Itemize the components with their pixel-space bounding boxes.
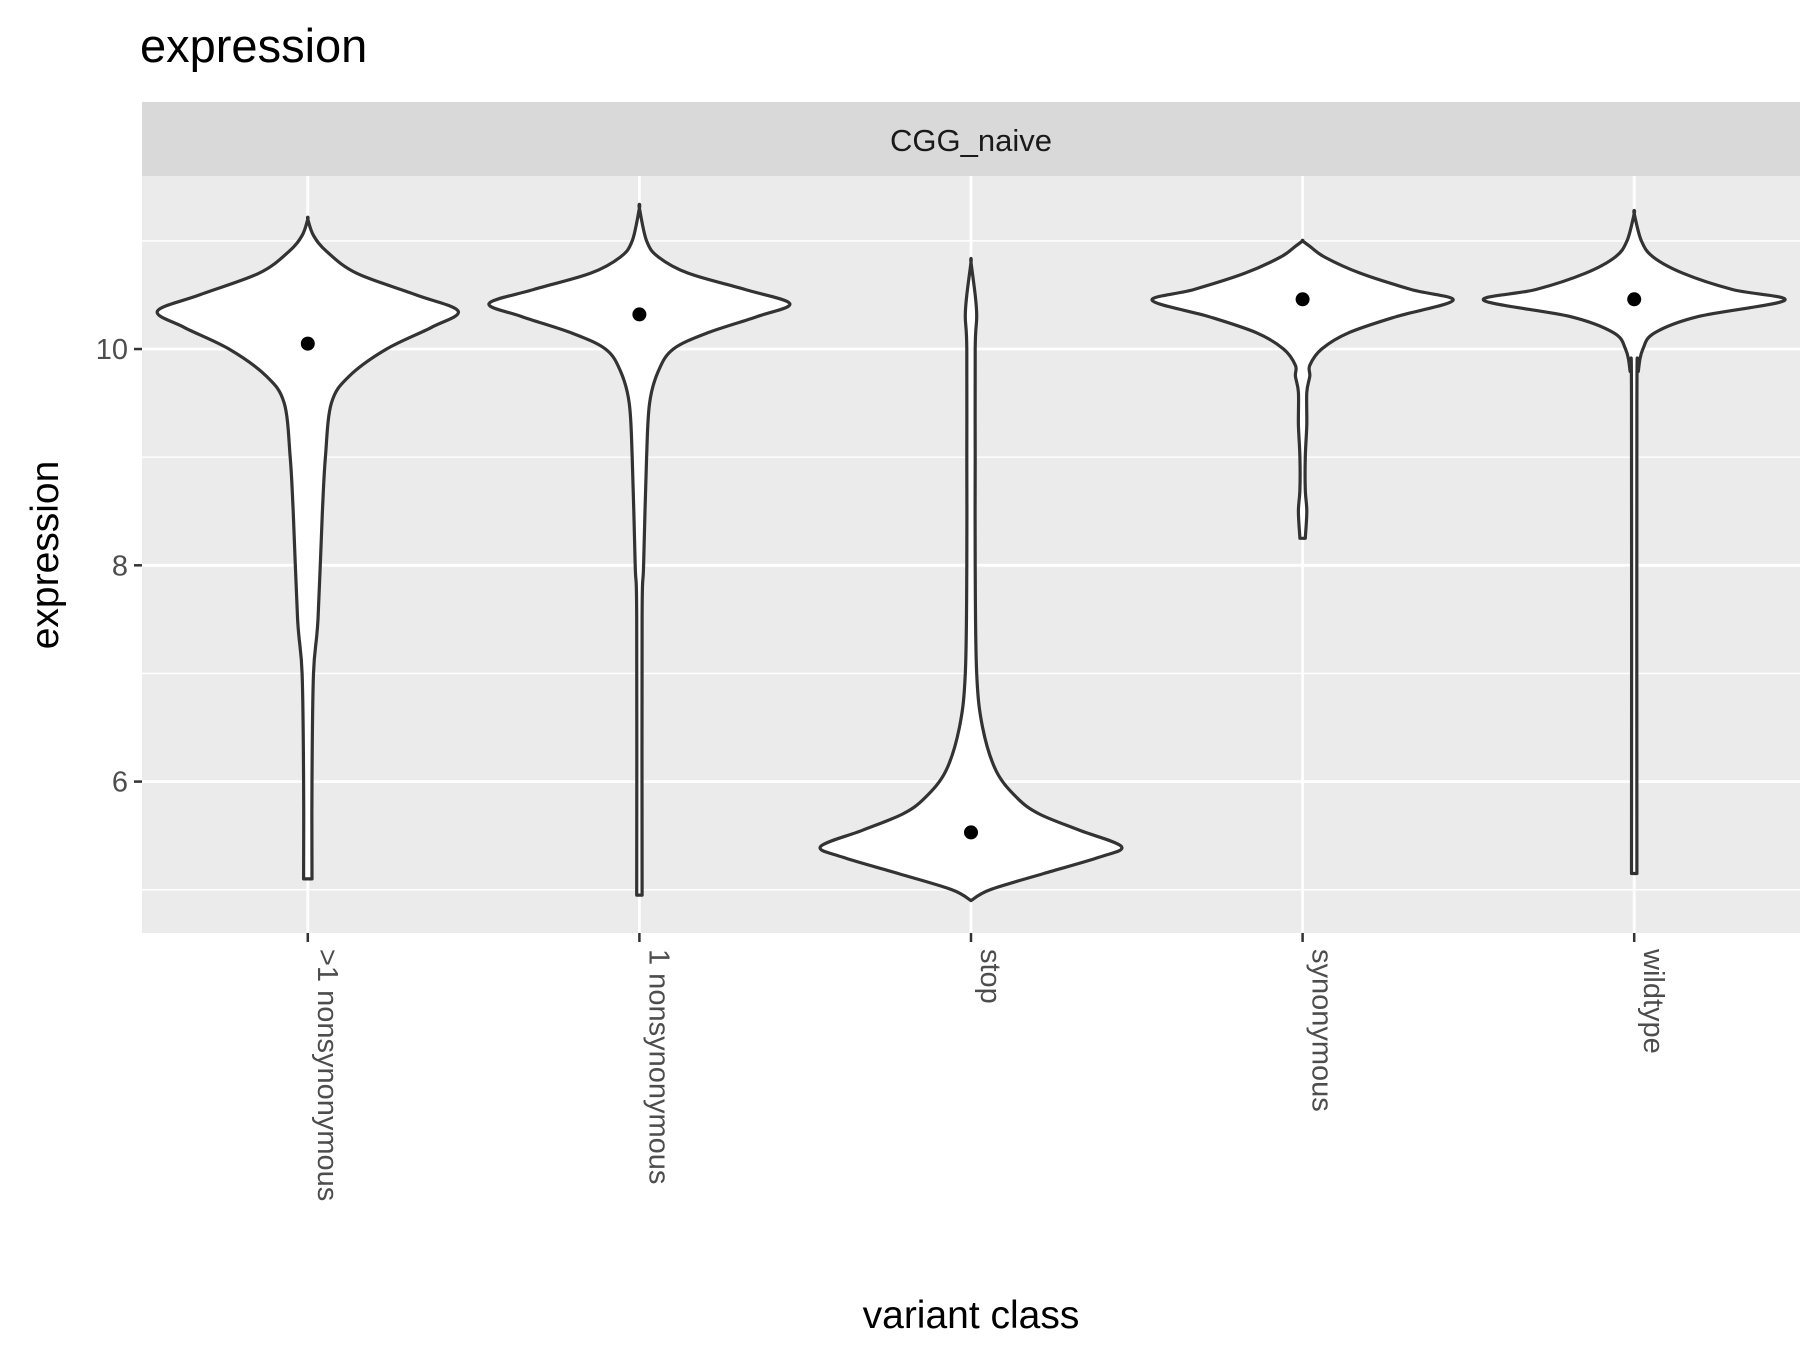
center-point-4 <box>1627 292 1642 307</box>
center-points <box>300 292 1642 840</box>
x-tick-label-1: 1 nonsynonymous <box>642 949 674 1184</box>
center-point-1 <box>632 307 647 322</box>
x-tick-label-3: synonymous <box>1306 949 1338 1112</box>
facet-strip-label: CGG_naive <box>890 123 1052 158</box>
x-axis: >1 nonsynonymous 1 nonsynonymous stop synon… <box>306 933 1669 1201</box>
violin-3 <box>1150 238 1455 540</box>
center-point-3 <box>1295 292 1310 307</box>
y-tick-label-10: 10 <box>96 334 128 366</box>
center-point-2 <box>964 825 978 840</box>
violin-2 <box>818 256 1124 903</box>
y-axis: 6 8 10 <box>96 334 142 799</box>
violin-0 <box>155 215 460 881</box>
x-axis-title: variant class <box>863 1294 1080 1337</box>
violin-1 <box>487 202 792 897</box>
y-axis-title: expression <box>24 461 67 650</box>
x-tick-label-0: >1 nonsynonymous <box>311 949 343 1201</box>
center-point-0 <box>300 336 315 351</box>
violins <box>155 202 1787 903</box>
y-tick-label-6: 6 <box>112 767 128 799</box>
x-tick-label-4: wildtype <box>1637 948 1669 1054</box>
violin-4 <box>1481 208 1787 876</box>
x-tick-label-2: stop <box>974 949 1006 1004</box>
chart-title: expression <box>140 19 367 72</box>
y-tick-label-8: 8 <box>112 550 128 582</box>
facet-strip <box>142 102 1800 176</box>
